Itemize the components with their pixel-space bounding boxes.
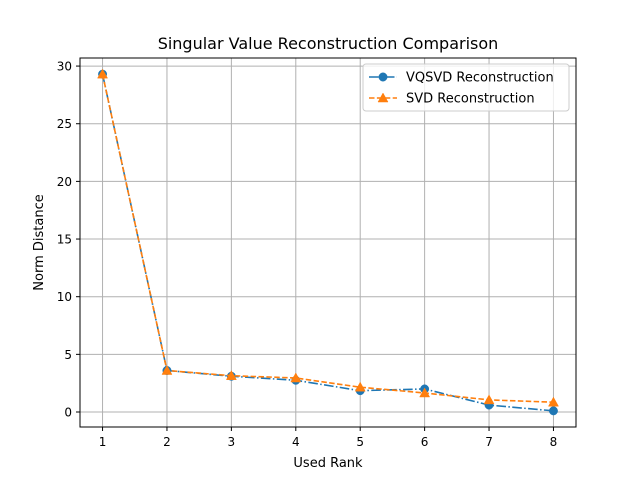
series-line: [101, 73, 554, 412]
grid-lines: [80, 58, 576, 427]
data-point-marker: [225, 370, 237, 380]
x-tick-label: 6: [421, 435, 429, 449]
data-point-marker: [549, 406, 558, 416]
x-tick-label: 3: [228, 435, 236, 449]
y-tick-label: 0: [64, 406, 72, 420]
x-tick-label: 7: [485, 435, 493, 449]
data-point-marker: [483, 394, 495, 405]
chart-title: Singular Value Reconstruction Comparison: [158, 34, 499, 53]
data-point-marker: [548, 396, 559, 407]
y-tick-label: 10: [57, 290, 72, 304]
data-series: [97, 68, 559, 416]
x-tick-label: 8: [550, 435, 558, 449]
y-tick-label: 20: [57, 175, 72, 189]
data-point-marker: [419, 387, 431, 398]
data-point-marker: [97, 68, 108, 79]
legend-label: VQSVD Reconstruction: [406, 71, 554, 86]
legend-label: SVD Reconstruction: [406, 92, 535, 107]
x-tick-label: 1: [99, 435, 107, 449]
y-tick-label: 30: [57, 60, 72, 74]
legend-swatch-marker: [377, 92, 389, 103]
x-tick-label: 5: [356, 435, 364, 449]
legend-box: [362, 63, 570, 112]
data-point-marker: [290, 372, 302, 383]
y-tick-label: 15: [57, 233, 72, 247]
y-axis-label: Norm Distance: [32, 194, 47, 290]
data-point-marker: [354, 381, 366, 392]
x-tick-label: 2: [163, 435, 171, 449]
y-tick-label: 5: [64, 348, 72, 362]
legend-swatch-marker: [378, 72, 388, 82]
data-point-marker: [161, 364, 173, 375]
series-2: [97, 68, 559, 407]
plot-area-frame: [79, 57, 577, 428]
y-tick-label: 25: [57, 117, 72, 131]
axis-ticks: 1 2 3 4 5 6 7 8 0 5 10 15 20 25 30: [57, 60, 558, 449]
x-tick-label: 4: [292, 435, 300, 449]
x-axis-label: Used Rank: [293, 456, 363, 471]
legend: VQSVD Reconstruction SVD Reconstruction: [362, 63, 570, 112]
